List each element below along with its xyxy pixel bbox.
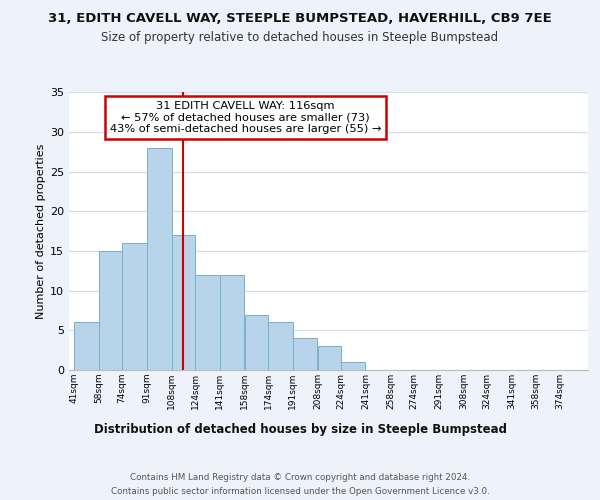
Bar bbox=[74, 322, 98, 370]
Text: Distribution of detached houses by size in Steeple Bumpstead: Distribution of detached houses by size … bbox=[94, 422, 506, 436]
Bar bbox=[122, 243, 147, 370]
Bar bbox=[99, 251, 122, 370]
Bar bbox=[245, 314, 268, 370]
Y-axis label: Number of detached properties: Number of detached properties bbox=[36, 144, 46, 319]
Text: 31 EDITH CAVELL WAY: 116sqm
← 57% of detached houses are smaller (73)
43% of sem: 31 EDITH CAVELL WAY: 116sqm ← 57% of det… bbox=[110, 101, 381, 134]
Bar bbox=[318, 346, 341, 370]
Bar bbox=[172, 235, 195, 370]
Bar bbox=[147, 148, 172, 370]
Bar bbox=[268, 322, 293, 370]
Text: Contains HM Land Registry data © Crown copyright and database right 2024.: Contains HM Land Registry data © Crown c… bbox=[130, 472, 470, 482]
Bar bbox=[196, 275, 220, 370]
Text: 31, EDITH CAVELL WAY, STEEPLE BUMPSTEAD, HAVERHILL, CB9 7EE: 31, EDITH CAVELL WAY, STEEPLE BUMPSTEAD,… bbox=[48, 12, 552, 26]
Bar bbox=[341, 362, 365, 370]
Bar bbox=[220, 275, 244, 370]
Text: Contains public sector information licensed under the Open Government Licence v3: Contains public sector information licen… bbox=[110, 488, 490, 496]
Bar bbox=[293, 338, 317, 370]
Text: Size of property relative to detached houses in Steeple Bumpstead: Size of property relative to detached ho… bbox=[101, 31, 499, 44]
